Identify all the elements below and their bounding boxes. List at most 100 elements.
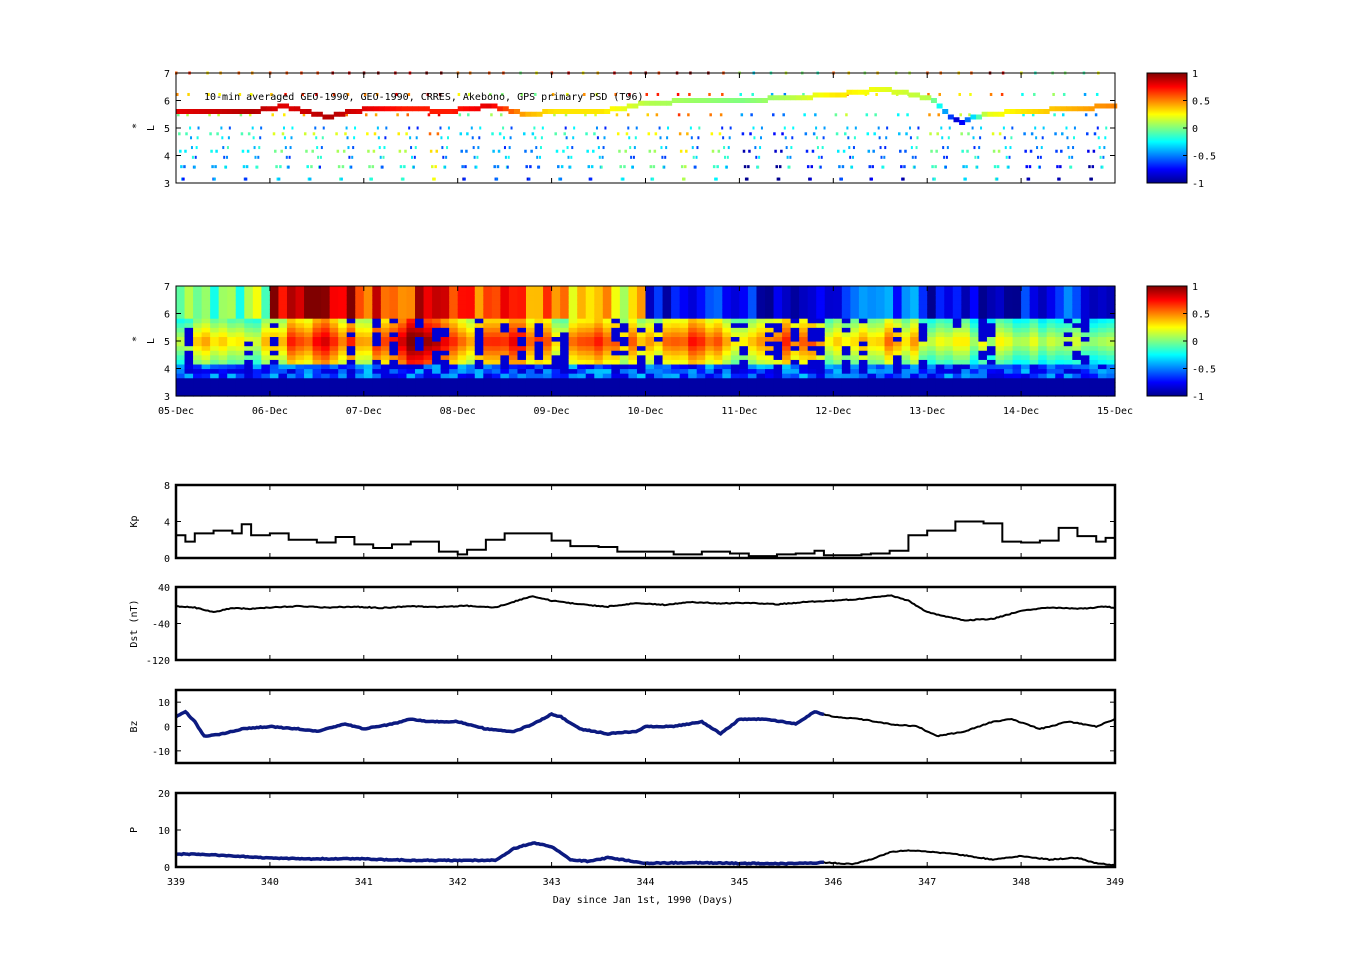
obs-point [628, 92, 631, 96]
heatmap-cell [449, 327, 459, 333]
obs-geo-point [694, 98, 701, 103]
heatmap-cell [1089, 322, 1099, 328]
heatmap-cell [662, 304, 672, 310]
heatmap-cell [1063, 318, 1073, 324]
obs-point [339, 177, 342, 181]
obs-point [252, 136, 255, 140]
heatmap-cell [696, 299, 706, 305]
heatmap-cell [765, 286, 775, 292]
heatmap-cell [799, 363, 809, 370]
heatmap-cell [875, 290, 886, 296]
heatmap-cell [858, 322, 869, 328]
heatmap-cell [773, 341, 783, 347]
heatmap-cell [1089, 341, 1099, 347]
heatmap-cell [355, 336, 365, 342]
obs-geo-point [288, 106, 295, 112]
heatmap-cell [884, 386, 894, 393]
heatmap-cell [517, 391, 527, 397]
heatmap-cell [1055, 373, 1065, 379]
heatmap-cell [645, 354, 655, 360]
heatmap-cell [807, 350, 817, 356]
heatmap-cell [184, 295, 194, 301]
heatmap-cell [355, 382, 365, 388]
heatmap-cell [850, 391, 860, 397]
heatmap-cell [304, 318, 314, 324]
obs-ytick-label: 5 [164, 124, 170, 135]
heatmap-cell [457, 308, 467, 315]
obs-geo-point [1032, 109, 1039, 114]
heatmap-cell [765, 345, 775, 351]
heatmap-cell [713, 331, 723, 338]
heatmap-cell [679, 299, 689, 305]
heatmap-cell [978, 308, 988, 315]
heatmap-cell [611, 299, 621, 305]
heatmap-cell [500, 308, 510, 315]
heatmap-cell [756, 313, 766, 319]
heatmap-cell [227, 322, 237, 328]
heatmap-cell [329, 286, 339, 292]
heatmap-cell [534, 304, 544, 310]
heatmap-cell [193, 327, 203, 333]
heatmap-cell [329, 308, 339, 315]
heatmap-cell [1063, 304, 1073, 310]
obs-geo-point [547, 109, 554, 114]
obs-point [210, 149, 213, 153]
obs-point [1023, 132, 1026, 136]
obs-geo-point [536, 111, 543, 117]
heatmap-cell [551, 322, 561, 328]
obs-point [413, 155, 416, 159]
heatmap-cell [372, 377, 382, 383]
obs-point [633, 146, 636, 150]
heatmap-cell [1021, 322, 1031, 328]
heatmap-cell [730, 304, 740, 310]
heatmap-cell [244, 299, 254, 305]
heatmap-cell [474, 382, 484, 388]
heatmap-cell [295, 327, 305, 333]
heatmap-cell [1029, 386, 1039, 393]
heatmap-cell [807, 359, 817, 365]
heatmap-cell [722, 350, 732, 356]
heatmap-cell [1021, 308, 1031, 315]
heatmap-cell [696, 368, 706, 374]
heatmap-cell [833, 373, 843, 379]
heatmap-cell [901, 359, 911, 365]
heatmap-cell [338, 304, 348, 310]
heatmap-cell [1021, 331, 1031, 338]
obs-point [600, 165, 603, 169]
obs-point [770, 92, 774, 96]
obs-point [491, 132, 494, 136]
obs-geo-point [232, 109, 239, 114]
obs-point [740, 113, 744, 117]
heatmap-cell [867, 350, 877, 356]
heatmap-cell [500, 359, 510, 365]
heatmap-cell [611, 350, 621, 356]
heatmap-cell [790, 331, 800, 338]
heatmap-cell [952, 345, 962, 351]
heatmap-cell [355, 386, 365, 393]
heatmap-cell [969, 382, 980, 388]
heatmap-cell [1021, 295, 1031, 301]
heatmap-cell [1038, 363, 1048, 370]
heatmap-cell [508, 382, 519, 388]
heatmap-cell [867, 345, 877, 351]
heatmap-cell [935, 286, 945, 292]
heatmap-cell [816, 354, 826, 360]
heatmap-cell [1106, 308, 1116, 315]
obs-geo-point [592, 109, 599, 114]
heatmap-cell [415, 373, 425, 379]
heatmap-cell [901, 299, 911, 305]
obs-point [691, 146, 694, 150]
heatmap-cell [312, 336, 322, 342]
obs-point [1070, 165, 1073, 169]
obs-geo-point [784, 95, 791, 101]
heatmap-cell [782, 295, 792, 301]
obs-point [841, 165, 845, 169]
heatmap-cell [517, 290, 527, 296]
heatmap-cell [850, 313, 860, 319]
obs-point [458, 113, 462, 117]
obs-geo-point [1004, 109, 1011, 114]
heatmap-cell [850, 336, 860, 342]
heatmap-cell [457, 318, 467, 324]
obs-point [1054, 132, 1057, 136]
heatmap-cell [807, 382, 817, 388]
